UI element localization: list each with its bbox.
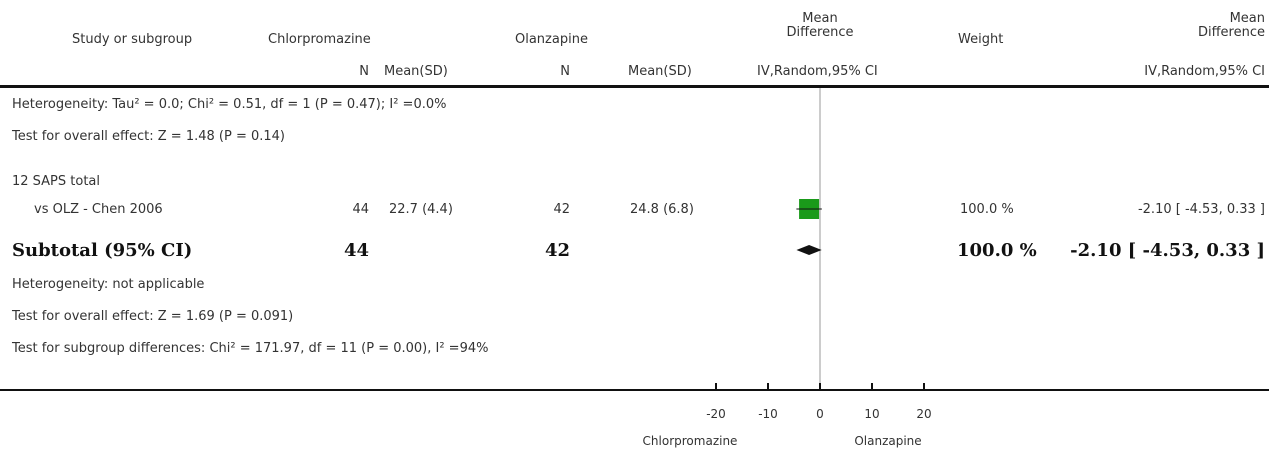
x-tick-label: 20 — [916, 407, 932, 421]
bottom-rule — [0, 389, 1269, 391]
subtotal-n2: 42 — [544, 240, 570, 261]
header-md-line2: Difference — [786, 25, 854, 40]
x-tick-label: 0 — [816, 407, 824, 421]
axis-right-label: Olanzapine — [854, 434, 922, 448]
header-n2: N — [560, 64, 570, 79]
header-ci-text: IV,Random,95% CI — [1144, 64, 1265, 79]
study-msd1: 22.7 (4.4) — [389, 202, 453, 217]
header-ci-plot: IV,Random,95% CI — [757, 64, 878, 79]
subtotal-diamond — [796, 245, 822, 255]
study-name: vs OLZ - Chen 2006 — [34, 202, 163, 217]
subtotal-n1: 44 — [343, 240, 369, 261]
header-md-line1: Mean — [802, 11, 838, 26]
header-group1: Chlorpromazine — [268, 32, 371, 47]
subgroup-heterogeneity: Heterogeneity: not applicable — [12, 277, 205, 292]
header-md: Mean Difference — [720, 12, 920, 40]
subtotal-ci: -2.10 [ -4.53, 0.33 ] — [1070, 240, 1265, 261]
header-weight: Weight — [958, 32, 1004, 47]
study-n2: 42 — [553, 202, 570, 217]
study-msd2: 24.8 (6.8) — [630, 202, 694, 217]
subtotal-weight: 100.0 % — [957, 240, 1037, 261]
top-heterogeneity: Heterogeneity: Tau² = 0.0; Chi² = 0.51, … — [12, 97, 447, 112]
header-group2: Olanzapine — [515, 32, 588, 47]
study-n1: 44 — [352, 202, 369, 217]
x-tick-label: -10 — [758, 407, 778, 421]
study-ci: -2.10 [ -4.53, 0.33 ] — [1137, 202, 1265, 217]
x-tick-label: -20 — [706, 407, 726, 421]
subgroup-overall-effect: Test for overall effect: Z = 1.69 (P = 0… — [12, 309, 294, 324]
subgroup-differences: Test for subgroup differences: Chi² = 17… — [12, 341, 489, 356]
axis-left-label: Chlorpromazine — [642, 434, 738, 448]
header-md2-line2: Difference — [1197, 25, 1265, 40]
header-study: Study or subgroup — [72, 32, 193, 47]
header-md2: Mean Difference — [1065, 12, 1265, 40]
top-overall-effect: Test for overall effect: Z = 1.48 (P = 0… — [12, 129, 285, 144]
x-tick-label: 10 — [864, 407, 880, 421]
header-md2-line1: Mean — [1229, 11, 1265, 26]
study-weight: 100.0 % — [960, 202, 1014, 217]
top-rule — [0, 85, 1269, 88]
subtotal-label: Subtotal (95% CI) — [12, 240, 193, 261]
header-n1: N — [359, 64, 369, 79]
header-msd1: Mean(SD) — [384, 64, 448, 79]
subgroup-title: 12 SAPS total — [12, 174, 101, 189]
header-msd2: Mean(SD) — [628, 64, 692, 79]
